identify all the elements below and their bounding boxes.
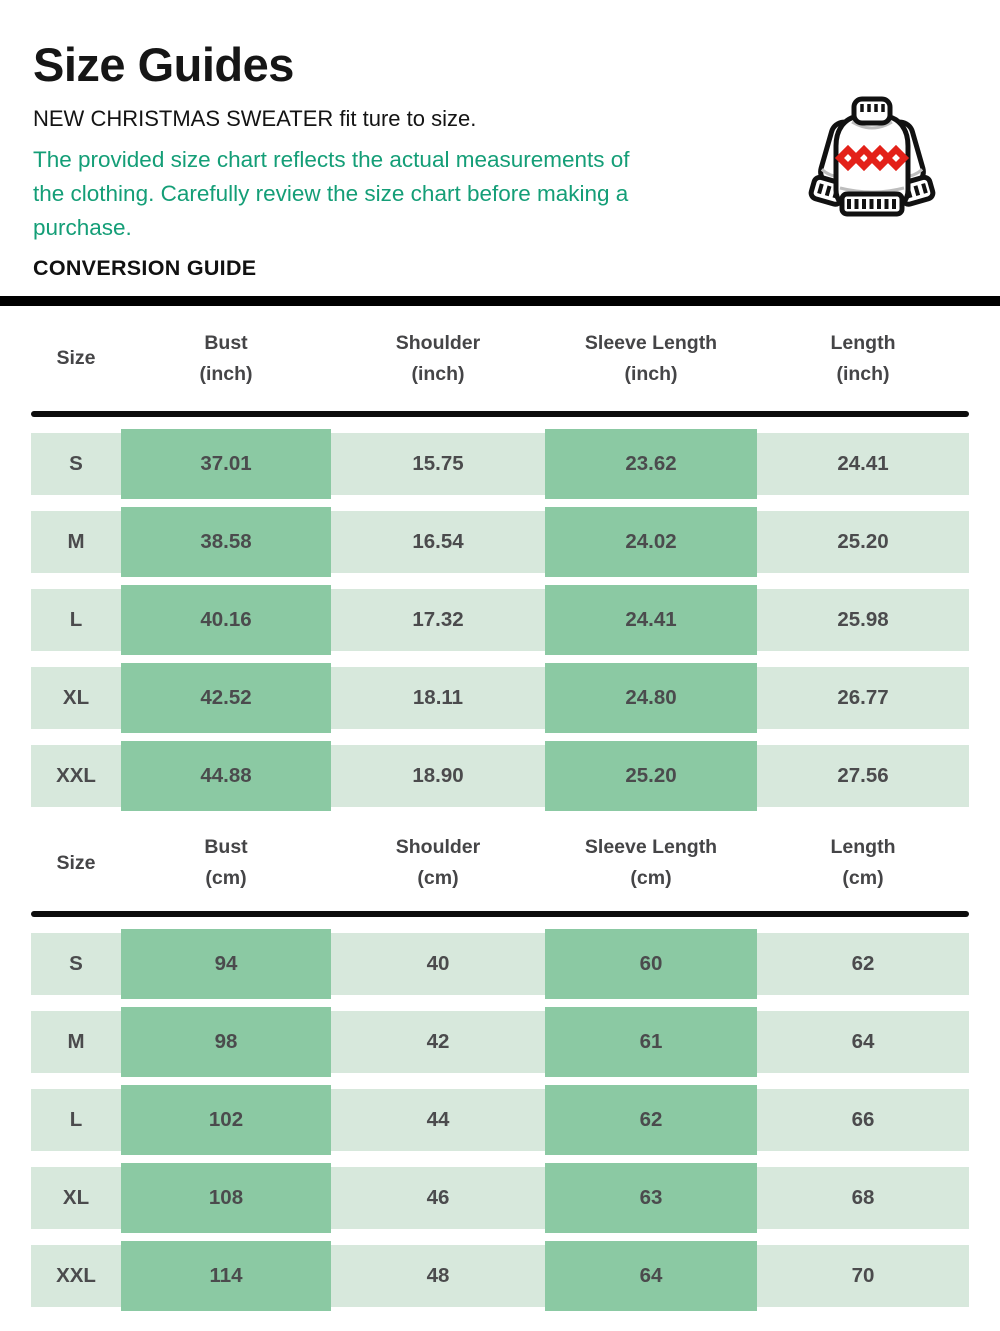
size-cell: S (69, 952, 83, 976)
header-divider-line (31, 411, 969, 418)
column-header-sleeve-length: Sleeve Length (inch) (584, 331, 718, 385)
value-cell: 25.20 (837, 530, 889, 554)
table-row: M 38.58 16.54 24.02 25.20 (31, 507, 969, 578)
value-cell: 114 (121, 1241, 331, 1312)
value-cell: 27.56 (837, 764, 889, 788)
value-cell: 15.75 (412, 452, 464, 476)
table-row: XXL 44.88 18.90 25.20 27.56 (31, 741, 969, 812)
value-cell: 102 (121, 1085, 331, 1156)
value-cell: 26.77 (837, 686, 889, 710)
value-cell: 24.80 (545, 663, 757, 734)
column-header-sleeve-length: Sleeve Length (cm) (584, 836, 718, 890)
value-cell: 44.88 (121, 741, 331, 812)
value-cell: 40.16 (121, 585, 331, 656)
value-cell: 24.02 (545, 507, 757, 578)
page-title: Size Guides (33, 38, 294, 91)
size-cell: XXL (56, 764, 96, 788)
value-cell: 16.54 (412, 530, 464, 554)
size-cell: L (69, 1108, 83, 1132)
top-divider-bar (0, 296, 1000, 307)
table-row: XL 42.52 18.11 24.80 26.77 (31, 663, 969, 734)
size-cell: XL (62, 686, 90, 710)
diamond-pattern (834, 144, 910, 172)
value-cell: 40 (426, 952, 450, 976)
value-cell: 25.20 (545, 741, 757, 812)
table-header-cm: Size Bust (cm) Shoulder (cm) Sleeve Length (cm… (31, 815, 969, 911)
value-cell: 37.01 (121, 429, 331, 500)
size-table-cm: Size Bust (cm) Shoulder (cm) Sleeve Length (cm… (31, 815, 969, 1312)
value-cell: 48 (426, 1264, 450, 1288)
value-cell: 24.41 (837, 452, 889, 476)
column-header-bust: Bust (inch) (199, 331, 253, 385)
value-cell: 66 (851, 1108, 875, 1132)
column-header-length: Length (inch) (830, 331, 896, 385)
value-cell: 64 (851, 1030, 875, 1054)
measurement-note: The provided size chart reflects the act… (33, 147, 630, 241)
page-header: Size Guides NEW CHRISTMAS SWEATER fit tu… (0, 0, 1000, 281)
sweater-icon (808, 96, 936, 217)
value-cell: 42.52 (121, 663, 331, 734)
column-header-shoulder: Shoulder (inch) (395, 331, 481, 385)
size-cell: XL (62, 1186, 90, 1210)
column-header-shoulder: Shoulder (cm) (395, 836, 481, 890)
value-cell: 17.32 (412, 608, 464, 632)
value-cell: 44 (426, 1108, 450, 1132)
value-cell: 24.41 (545, 585, 757, 656)
value-cell: 61 (545, 1007, 757, 1078)
fit-note: NEW CHRISTMAS SWEATER fit ture to size. (33, 106, 477, 132)
table-body-cm: S 94 40 60 62 M 98 42 61 64 L 102 44 62 66 XL 108 46 63 68 X… (31, 929, 969, 1312)
size-table-inch: Size Bust (inch) Shoulder (inch) Sleeve Lengt… (31, 306, 969, 812)
value-cell: 68 (851, 1186, 875, 1210)
table-row: S 94 40 60 62 (31, 929, 969, 1000)
value-cell: 42 (426, 1030, 450, 1054)
column-header-size: Size (56, 347, 96, 370)
size-cell: L (69, 608, 83, 632)
header-divider-line (31, 911, 969, 918)
value-cell: 62 (545, 1085, 757, 1156)
table-header-inch: Size Bust (inch) Shoulder (inch) Sleeve Lengt… (31, 306, 969, 411)
table-row: XL 108 46 63 68 (31, 1163, 969, 1234)
table-row: L 40.16 17.32 24.41 25.98 (31, 585, 969, 656)
table-row: L 102 44 62 66 (31, 1085, 969, 1156)
value-cell: 63 (545, 1163, 757, 1234)
column-header-bust: Bust (cm) (204, 836, 248, 890)
value-cell: 25.98 (837, 608, 889, 632)
table-row: M 98 42 61 64 (31, 1007, 969, 1078)
value-cell: 70 (851, 1264, 875, 1288)
value-cell: 18.90 (412, 764, 464, 788)
value-cell: 64 (545, 1241, 757, 1312)
table-row: XXL 114 48 64 70 (31, 1241, 969, 1312)
size-cell: XXL (56, 1264, 96, 1288)
value-cell: 62 (851, 952, 875, 976)
column-header-length: Length (cm) (830, 836, 896, 890)
table-row: S 37.01 15.75 23.62 24.41 (31, 429, 969, 500)
value-cell: 23.62 (545, 429, 757, 500)
conversion-guide-label: CONVERSION GUIDE (33, 256, 257, 281)
size-cell: M (67, 1030, 85, 1054)
size-cell: M (67, 530, 85, 554)
value-cell: 18.11 (412, 686, 464, 710)
table-body-inch: S 37.01 15.75 23.62 24.41 M 38.58 16.54 24.02 25.… (31, 429, 969, 812)
value-cell: 46 (426, 1186, 450, 1210)
value-cell: 94 (121, 929, 331, 1000)
value-cell: 98 (121, 1007, 331, 1078)
value-cell: 60 (545, 929, 757, 1000)
value-cell: 108 (121, 1163, 331, 1234)
size-cell: S (69, 452, 83, 476)
value-cell: 38.58 (121, 507, 331, 578)
column-header-size: Size (56, 851, 96, 874)
